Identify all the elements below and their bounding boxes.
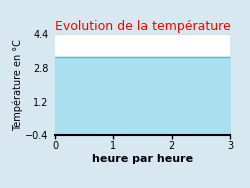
Title: Evolution de la température: Evolution de la température [54, 20, 231, 33]
Y-axis label: Température en °C: Température en °C [12, 39, 22, 130]
X-axis label: heure par heure: heure par heure [92, 154, 193, 164]
